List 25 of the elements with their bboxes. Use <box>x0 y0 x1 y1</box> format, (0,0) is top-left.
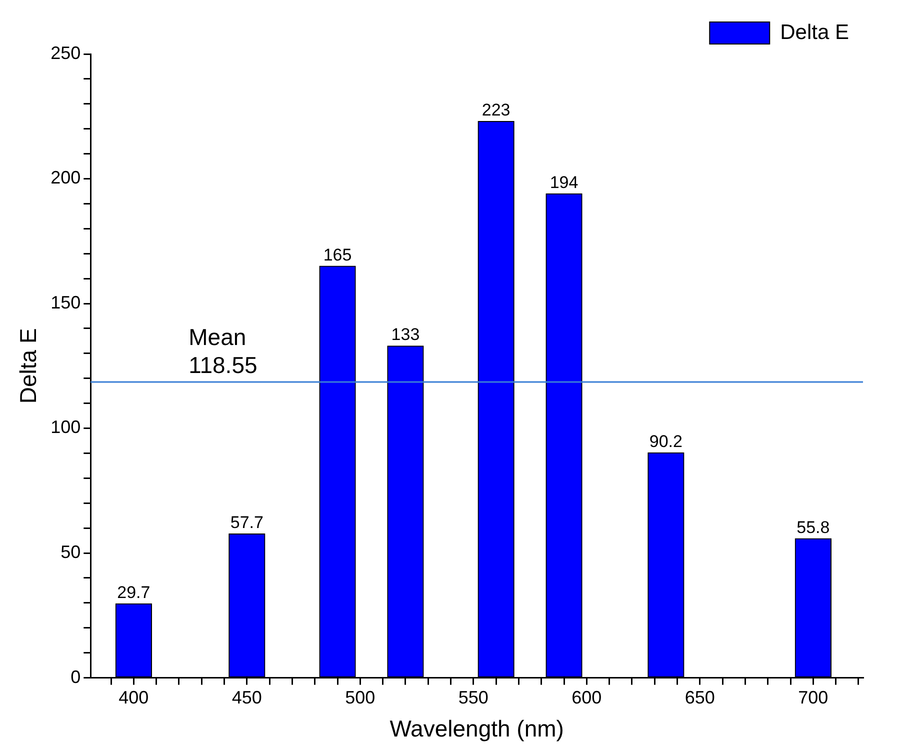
x-tick-label: 700 <box>798 688 828 708</box>
legend-label: Delta E <box>780 20 850 44</box>
y-tick-label: 250 <box>50 42 81 63</box>
x-tick-label: 650 <box>684 688 715 708</box>
x-tick-label: 500 <box>345 688 376 708</box>
y-tick-label: 200 <box>50 168 81 188</box>
y-tick-label: 150 <box>50 292 81 312</box>
x-axis-title: Wavelength (nm) <box>390 716 564 742</box>
x-tick-label: 600 <box>572 688 602 708</box>
data-label: 57.7 <box>230 513 264 532</box>
data-label: 194 <box>550 172 578 192</box>
data-label: 90.2 <box>649 432 682 451</box>
ref-line-label: Mean 118.55 <box>188 324 258 378</box>
data-label: 223 <box>482 100 510 120</box>
x-tick-label: 550 <box>458 688 488 708</box>
y-tick-label: 0 <box>70 666 81 687</box>
x-tick-label: 450 <box>232 688 262 708</box>
y-tick-label: 100 <box>50 417 81 438</box>
y-axis-title: Delta E <box>15 328 42 404</box>
data-label: 29.7 <box>117 582 150 602</box>
data-label: 55.8 <box>796 518 830 537</box>
y-tick-label: 50 <box>60 542 81 562</box>
data-label: 133 <box>391 325 420 344</box>
x-tick-label: 400 <box>118 688 149 708</box>
data-label: 165 <box>323 245 352 264</box>
